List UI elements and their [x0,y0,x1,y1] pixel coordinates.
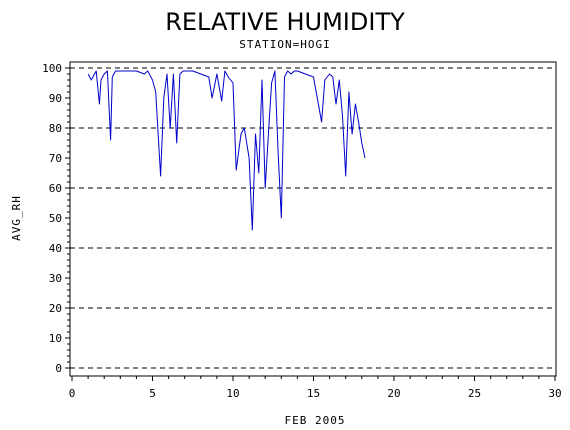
y-axis-label: AVG_RH [10,195,23,241]
y-tick-label: 70 [49,152,62,165]
x-axis: 0 5 10 15 20 25 30 [69,376,562,400]
plot-frame [69,61,557,377]
x-tick-label: 10 [226,387,239,400]
gridlines [70,67,556,369]
y-tick-label: 30 [49,272,62,285]
series-layer [87,70,366,231]
y-tick-label: 80 [49,122,62,135]
y-tick-label: 20 [49,302,62,315]
y-tick-label: 40 [49,242,62,255]
x-tick-label: 20 [387,387,400,400]
y-tick-label: 10 [49,332,62,345]
y-tick-label: 100 [42,62,62,75]
y-axis: 0 10 20 30 40 50 60 70 80 90 100 [42,62,70,375]
x-axis-label: FEB 2005 [285,414,346,427]
y-tick-label: 60 [49,182,62,195]
series-line-0 [87,70,366,231]
x-tick-label: 15 [307,387,320,400]
x-tick-label: 5 [149,387,156,400]
y-tick-label: 50 [49,212,62,225]
x-tick-label: 30 [548,387,561,400]
chart-subtitle: STATION=HOGI [239,38,330,51]
x-tick-label: 0 [69,387,76,400]
chart-title: RELATIVE HUMIDITY [165,8,405,36]
x-tick-label: 25 [468,387,481,400]
y-tick-label: 90 [49,92,62,105]
y-tick-label: 0 [55,362,62,375]
